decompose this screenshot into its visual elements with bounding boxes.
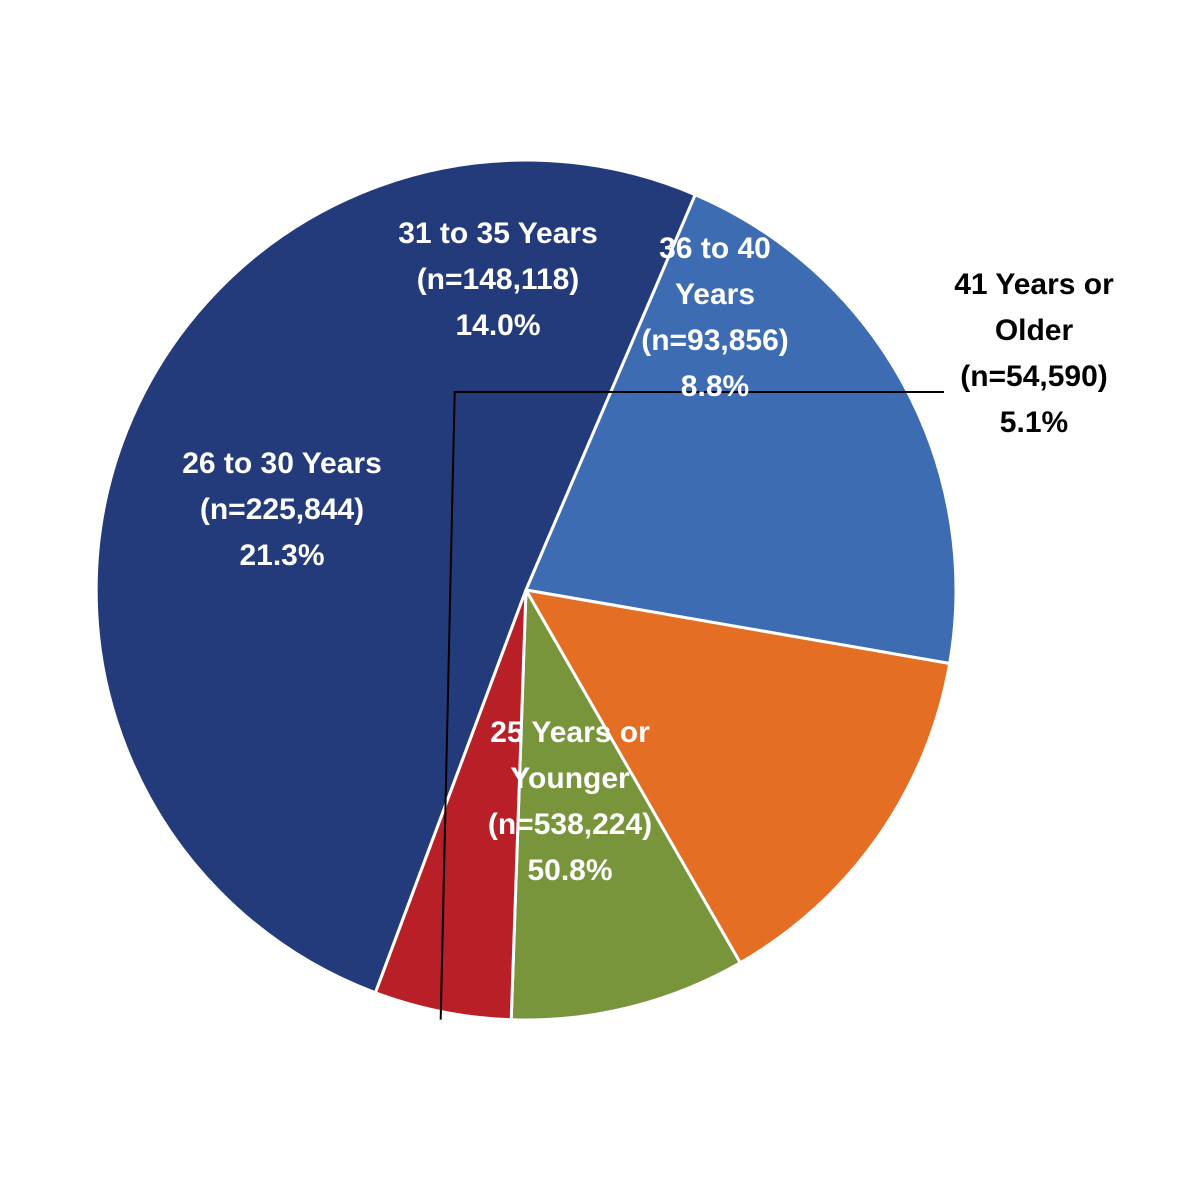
slice-label-line: (n=93,856) [641,324,789,357]
slice-label-line: 14.0% [455,309,540,342]
slice-label-line: 36 to 40 [659,232,771,265]
slice-label-line: 31 to 35 Years [398,217,598,250]
slice-label-line: (n=148,118) [417,263,580,296]
pie-slice-2 [524,588,952,965]
slice-label-line: 26 to 30 Years [182,447,382,480]
slice-label-line: (n=54,590) [960,360,1108,393]
pie-slice-1 [524,193,958,665]
slice-label-line: 21.3% [239,539,324,572]
slice-label-3: 36 to 40 Years (n=93,856) 8.8% [641,232,789,403]
slice-label-line: Years [675,278,755,311]
slice-label-1: 26 to 30 Years (n=225,844) 21.3% [182,447,382,572]
slice-label-line: 8.8% [681,370,749,403]
slice-label-line: (n=225,844) [200,493,364,526]
slice-label-2: 31 to 35 Years (n=148,118) 14.0% [398,217,598,342]
slice-label-line: (n=538,224) [488,808,652,841]
slice-label-line: Younger [510,762,630,795]
leader-lines [439,391,944,1020]
slice-label-line: 25 Years or [490,716,650,749]
slice-label-4: 41 Years or Older (n=54,590) 5.1% [954,268,1114,439]
pie-slice-4 [373,588,528,1022]
slice-label-line: 41 Years or [954,268,1114,301]
slice-label-line: Older [995,314,1074,347]
slice-labels: 25 Years or Younger (n=538,224) 50.8% 26 to … [182,217,1114,887]
pie-slice-3 [509,588,742,1022]
leader-line-4 [439,391,944,1020]
pie-slices [94,158,958,1022]
pie-slice-0 [94,158,697,995]
slice-label-line: 50.8% [527,854,612,887]
slice-label-0: 25 Years or Younger (n=538,224) 50.8% [488,716,652,887]
slice-label-line: 5.1% [1000,406,1068,439]
